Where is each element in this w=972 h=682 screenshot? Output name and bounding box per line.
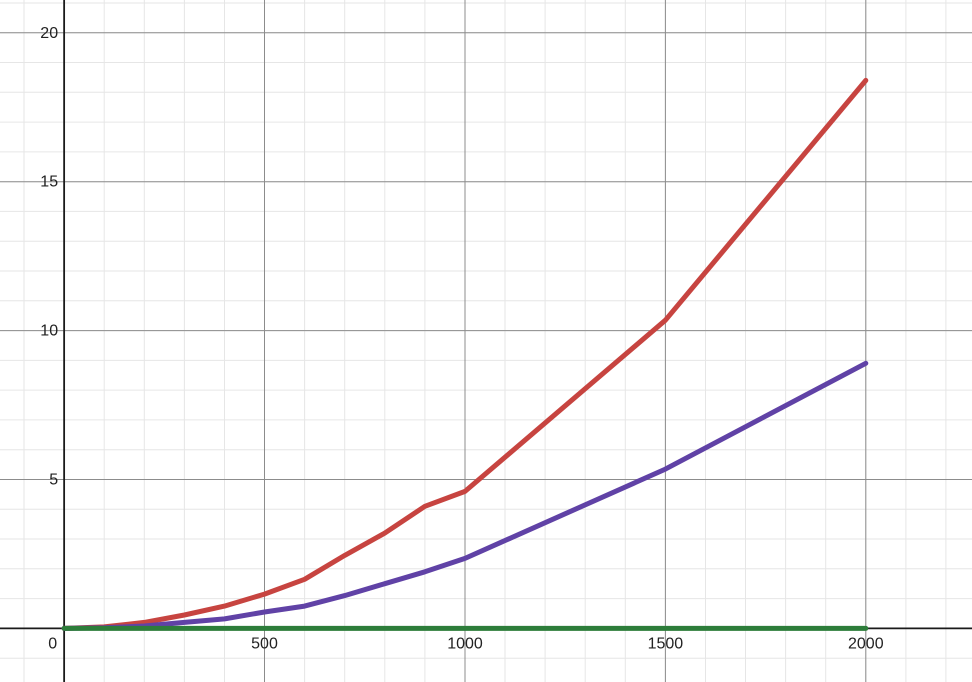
x-tick-label: 0: [48, 635, 57, 652]
tick-labels: 0 500 1000 1500 2000 5 10 15 20: [40, 25, 883, 653]
y-tick-label: 20: [40, 25, 58, 42]
y-tick-label: 5: [49, 472, 58, 489]
y-tick-label: 10: [40, 323, 58, 340]
y-tick-label: 15: [40, 174, 58, 191]
series-line-1: [61, 77, 869, 631]
series-layer: [61, 77, 869, 631]
x-tick-label: 1500: [648, 635, 684, 652]
x-tick-label: 500: [251, 635, 278, 652]
x-tick-label: 2000: [848, 635, 884, 652]
x-tick-label: 1000: [447, 635, 483, 652]
